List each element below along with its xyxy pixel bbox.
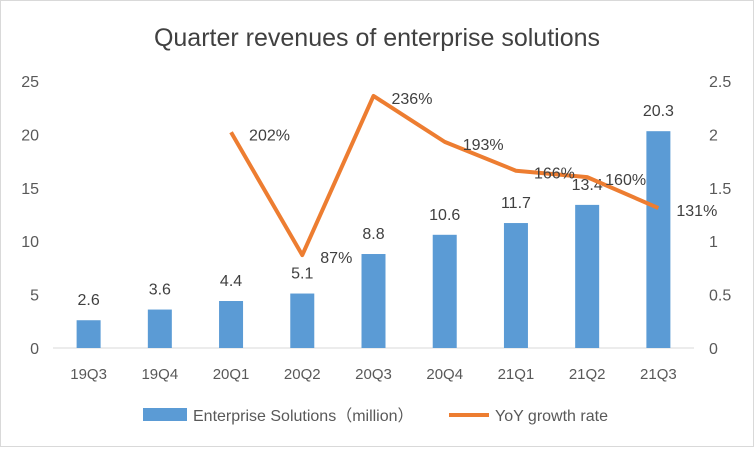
x-tick-label: 20Q4 [426, 366, 463, 383]
x-tick-label: 19Q4 [141, 366, 178, 383]
bar-data-label: 5.1 [291, 266, 313, 283]
line-data-label: 236% [392, 91, 433, 108]
bar [503, 223, 528, 348]
line-series: 202% 87% 236% 193% 166% 160% 131% [229, 91, 717, 267]
bar-data-label: 8.8 [362, 226, 384, 243]
line-data-label: 87% [320, 250, 352, 267]
bar [646, 131, 671, 348]
line-data-label: 193% [463, 137, 504, 154]
bar [361, 254, 386, 348]
bar-data-label: 3.6 [149, 282, 171, 299]
legend-bar-swatch [143, 408, 187, 421]
y-left-tick-label: 20 [21, 127, 39, 144]
y-left-tick-label: 5 [30, 288, 39, 305]
x-tick-label: 20Q1 [213, 366, 250, 383]
y-right-tick-label: 2.5 [709, 74, 731, 91]
axes: 0 5 10 15 20 25 0 0.5 1 1.5 2 2.5 19Q3 19Q4 20Q1 20Q2 20… [21, 74, 731, 383]
bar-data-label: 10.6 [429, 207, 460, 224]
bar [432, 234, 457, 348]
x-tick-label: 21Q3 [640, 366, 677, 383]
x-tick-label: 20Q2 [284, 366, 321, 383]
chart-title: Quarter revenues of enterprise solutions [154, 24, 600, 52]
y-right-tick-label: 1.5 [709, 181, 731, 198]
y-left-tick-label: 25 [21, 74, 39, 91]
bar-data-label: 2.6 [77, 292, 99, 309]
bar [76, 320, 101, 348]
bar-data-label: 4.4 [220, 273, 242, 290]
growth-line [229, 93, 660, 258]
legend-bar-label: Enterprise Solutions（million） [193, 407, 414, 425]
bar-data-label: 13.4 [572, 177, 603, 194]
y-left-tick-label: 10 [21, 234, 39, 251]
bar [147, 309, 172, 348]
bar-data-label: 20.3 [643, 103, 674, 120]
x-tick-label: 20Q3 [355, 366, 392, 383]
x-tick-label: 21Q1 [498, 366, 535, 383]
line-data-label: 166% [534, 166, 575, 183]
x-tick-label: 19Q3 [70, 366, 107, 383]
bar [575, 204, 600, 348]
x-tick-label: 21Q2 [569, 366, 606, 383]
legend-line-label: YoY growth rate [495, 408, 608, 425]
bar-data-label: 11.7 [501, 195, 531, 212]
y-right-tick-label: 0.5 [709, 288, 731, 305]
y-left-tick-label: 15 [21, 181, 39, 198]
legend: Enterprise Solutions（million） YoY growth … [143, 407, 608, 425]
line-data-label: 131% [676, 203, 717, 220]
bar-series: 2.6 3.6 4.4 5.1 8.8 10.6 11.7 13.4 20.3 [76, 103, 674, 348]
y-right-tick-label: 1 [709, 234, 718, 251]
y-right-tick-label: 2 [709, 127, 718, 144]
line-data-label: 202% [249, 127, 290, 144]
bar [219, 301, 244, 348]
bar [290, 293, 315, 348]
line-data-label: 160% [605, 172, 646, 189]
y-right-tick-label: 0 [709, 341, 718, 358]
y-left-tick-label: 0 [30, 341, 39, 358]
